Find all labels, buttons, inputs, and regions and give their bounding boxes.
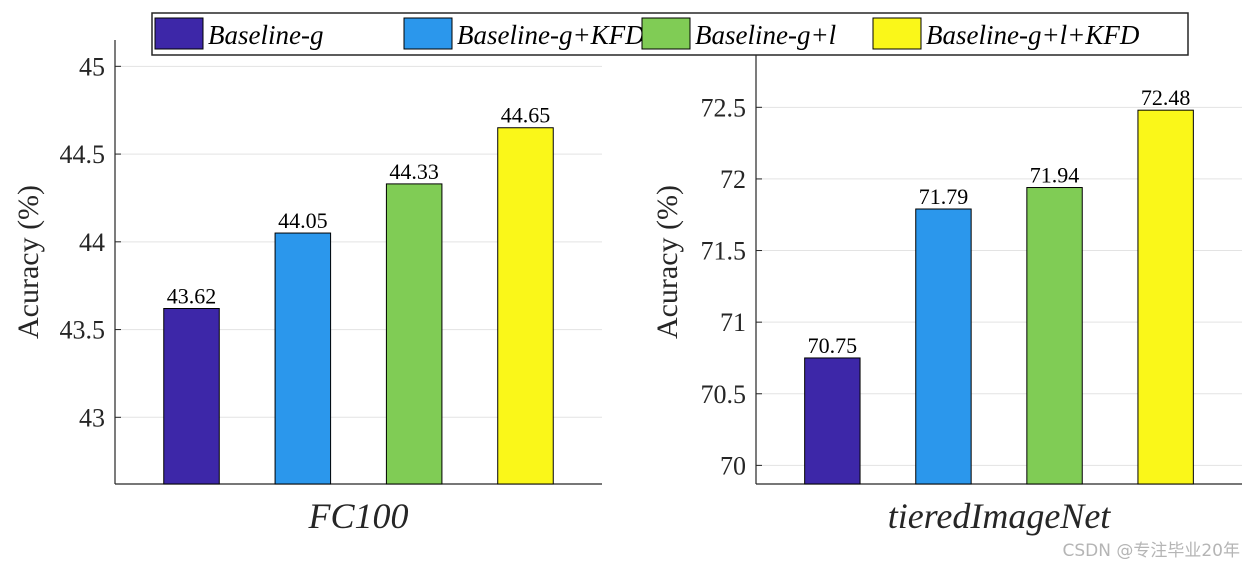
bar-1 (804, 357, 861, 485)
legend-label-2: Baseline-g+KFD (457, 20, 645, 50)
y-tick-label: 45 (79, 52, 105, 81)
y-tick-label: 44.5 (60, 140, 106, 169)
legend-label-4: Baseline-g+l+KFD (926, 20, 1140, 50)
bar-value-label: 43.62 (167, 284, 217, 309)
legend-swatch-1 (154, 17, 204, 50)
bar-2 (915, 208, 972, 485)
chart-panel-1: 43 43.5 44 44.5 45 43.62 44.05 44.33 44.65 Acurac… (12, 40, 602, 536)
bar-value-label: 44.65 (501, 103, 551, 128)
y-tick-label: 72 (720, 165, 746, 194)
legend: Baseline-g Baseline-g+KFD Baseline-g+l Base… (151, 12, 1189, 56)
y-axis-label: Acuracy (%) (651, 185, 684, 339)
legend-swatch-3 (641, 17, 691, 50)
y-tick-label: 43 (79, 403, 105, 432)
y-tick-label: 71.5 (701, 237, 747, 266)
watermark-text: CSDN @专注毕业20年 (1062, 541, 1240, 561)
chart-panels: 43 43.5 44 44.5 45 43.62 44.05 44.33 44.65 Acurac… (12, 40, 1242, 536)
bar-value-label: 71.79 (919, 184, 969, 209)
chart-panel-2: 70 70.5 71 71.5 72 72.5 70.75 71.79 71.94 72.48 Ac… (651, 40, 1242, 536)
y-tick-label: 44 (79, 228, 105, 257)
bar-4 (497, 127, 554, 485)
bar-value-label: 44.33 (389, 159, 439, 184)
bar-2 (274, 232, 332, 485)
y-tick-label: 70.5 (701, 380, 747, 409)
bar-4 (1137, 109, 1194, 485)
legend-label-1: Baseline-g (208, 20, 323, 50)
bar-value-label: 44.05 (278, 208, 328, 233)
bar-3 (385, 183, 443, 485)
x-axis-label: FC100 (307, 496, 408, 536)
y-axis-label: Acuracy (%) (12, 185, 45, 339)
legend-label-3: Baseline-g+l (695, 20, 836, 50)
bar-value-label: 72.48 (1141, 85, 1191, 110)
x-axis-label: tieredImageNet (888, 496, 1112, 536)
legend-swatch-2 (403, 17, 453, 50)
bar-1 (163, 308, 220, 485)
y-tick-label: 43.5 (60, 316, 106, 345)
bar-value-label: 70.75 (808, 333, 858, 358)
legend-swatch-4 (872, 17, 922, 50)
bar-3 (1026, 187, 1083, 485)
bar-value-label: 71.94 (1030, 163, 1080, 188)
y-tick-label: 71 (720, 308, 746, 337)
y-tick-label: 72.5 (701, 93, 747, 122)
y-tick-label: 70 (720, 451, 746, 480)
